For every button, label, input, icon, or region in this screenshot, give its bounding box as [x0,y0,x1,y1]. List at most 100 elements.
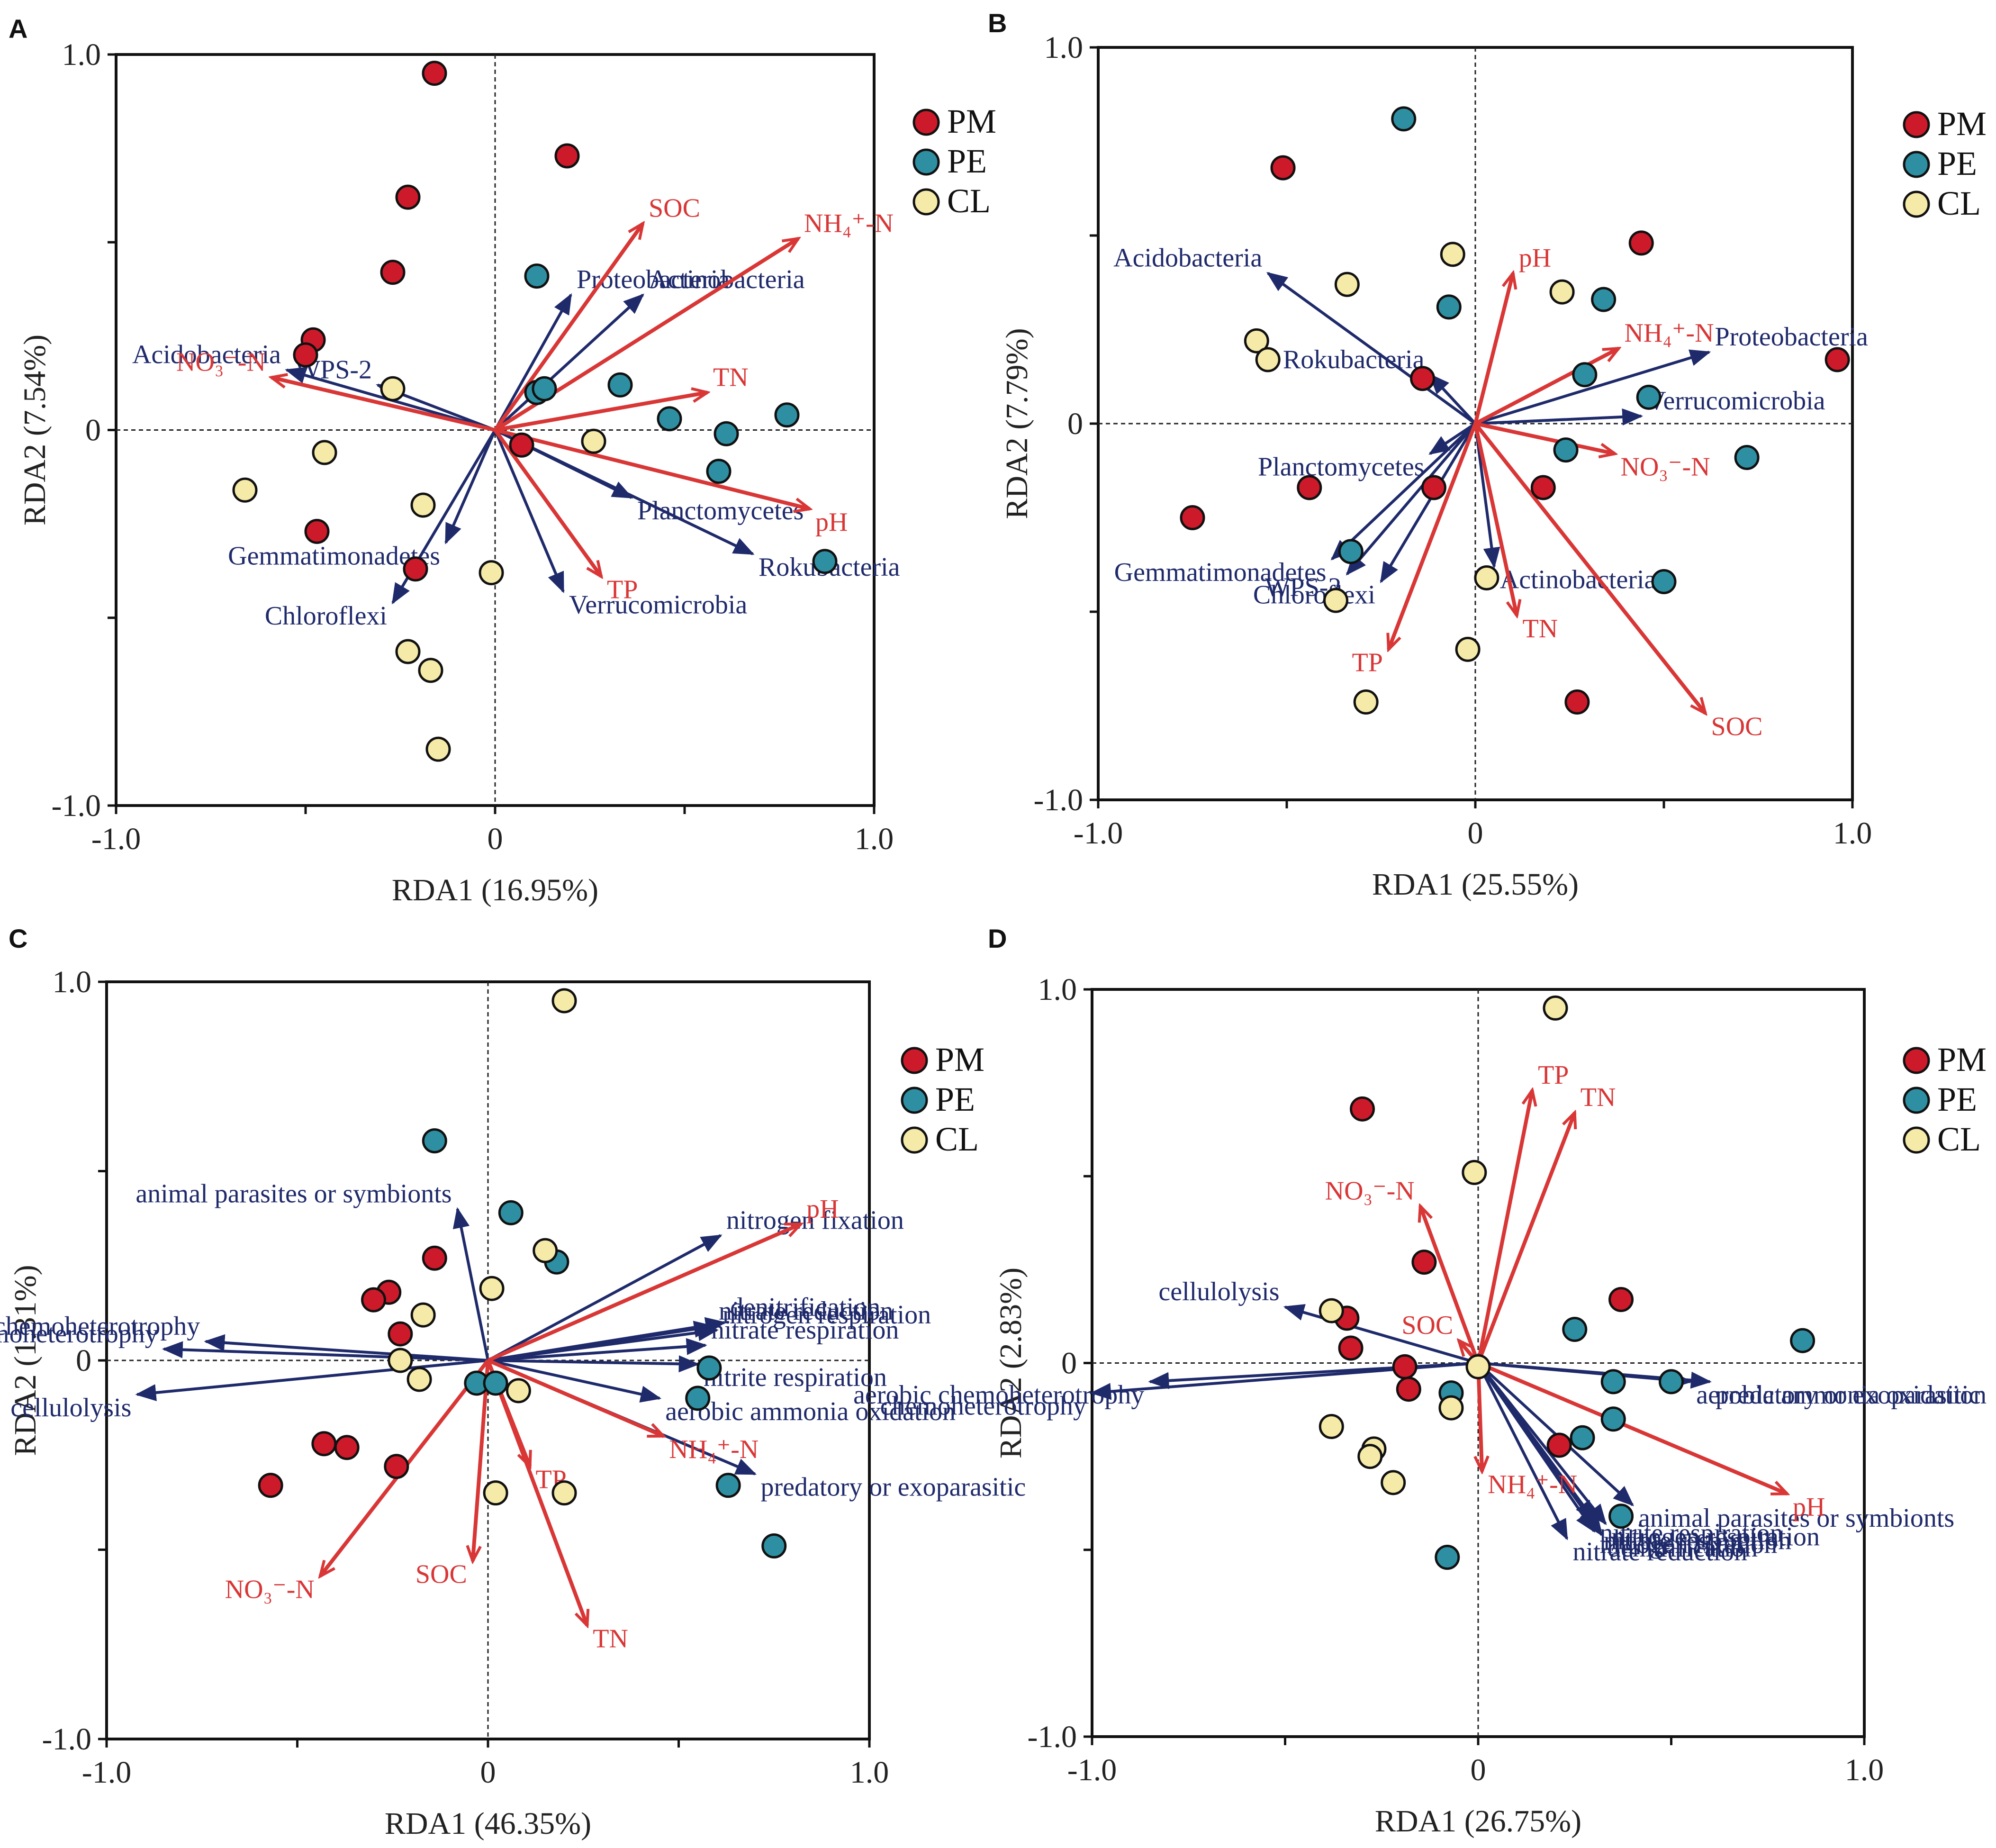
y-tick-label: 0 [76,1343,91,1378]
sample-point-cl [1465,1354,1491,1379]
sample-point-pe [774,402,800,428]
bio-vector-arrow [162,1341,488,1362]
sample-point-cl [1334,272,1360,297]
bio-vector-arrow [488,1355,700,1373]
bio-vector-label: Acidobacteria [1113,243,1262,272]
sample-point-cl [1319,1414,1344,1440]
sample-point-pm [1421,475,1446,500]
env-vector-label: pH [806,1194,839,1223]
bio-vector-label: cellulolysis [1158,1277,1279,1306]
env-vector-arrow [1476,1113,1575,1364]
sample-point-pm [334,1435,360,1460]
bio-vector-arrow [494,428,755,555]
bio-vector-arrow [135,1359,488,1401]
legend-marker-pe [912,148,940,176]
sample-point-cl [418,658,443,683]
sample-point-pe [532,376,557,401]
legend-marker-cl [901,1126,928,1154]
bio-vector-label: Chloroflexi [265,601,387,631]
sample-point-pe [657,406,682,432]
sample-point-pm [1180,505,1205,530]
legend-label-pe: PE [935,1080,975,1118]
env-vector-label: NH₄⁺-N [804,208,894,238]
bio-vector-arrow [1474,423,1500,569]
x-axis-title: RDA1 (46.35%) [385,1806,591,1841]
legend-label-pm: PM [947,102,996,140]
bio-vector-arrow [494,293,572,431]
env-vector-arrow [495,392,707,432]
sample-point-pm [395,184,421,210]
env-vector-label: TP [1352,648,1383,677]
y-tick-label: 1.0 [53,965,92,999]
sample-point-pm [1546,1432,1572,1458]
env-vector-label: pH [1519,243,1551,272]
x-tick-label: 1.0 [850,1755,889,1790]
env-vector-label: NO₃⁻-N [225,1575,315,1604]
bio-vector-label: Proteobacteria [1715,322,1869,352]
bio-vector-label: cellulolysis [10,1393,131,1422]
bio-vector-label: nitrate reduction [719,1296,894,1326]
bio-vector-label: nitrate reduction [1572,1537,1747,1567]
panel-B: B -1.0 0 1.0 1.0 0 -1.0 RDA1 (25.55%) RDA2 (7.79… [988,8,1987,902]
sample-point-cl [312,440,337,465]
sample-point-pm [361,1287,386,1313]
x-tick-label: -1.0 [1074,816,1123,851]
bio-vector-label: nitrate respiration [1604,1526,1792,1555]
sample-point-cl [1381,1470,1406,1495]
bio-vector-label: Rokubacteria [1283,345,1425,374]
sample-point-pm [1392,1354,1418,1379]
legend-marker-pm [912,109,940,136]
sample-point-pe [1659,1369,1684,1395]
env-vector-label: TN [1523,614,1558,643]
sample-point-pm [304,518,330,544]
sample-point-cl [1438,1395,1464,1421]
bio-vector-label: Verrucomicrobia [1647,386,1825,416]
sample-point-cl [1440,242,1465,267]
sample-point-pe [422,1128,447,1154]
sample-point-cl [1474,565,1499,591]
env-vector-arrow [486,1359,587,1625]
bio-vector-label: denitrification [730,1293,880,1322]
sample-point-pm [1350,1096,1375,1122]
bio-vector-label: aerobic chemoheterotrophy [853,1380,1144,1410]
sample-point-pe [1651,569,1677,594]
bio-vector-label: predatory or exoparasitic [1716,1380,1981,1410]
sample-point-pm [1270,155,1296,181]
sample-point-pm [384,1454,409,1479]
bio-vector-arrow [494,429,565,593]
y-tick-label: -1.0 [1034,783,1083,817]
bio-vector-label: aerobic ammonia oxidation [1696,1380,1987,1410]
sample-point-pm [1411,1250,1437,1275]
env-vector-label: NH₄⁺-N [1488,1470,1577,1499]
bio-vector-arrow [1475,349,1711,425]
sample-point-pm [1628,230,1654,256]
bio-vector-arrow [494,293,644,431]
sample-point-pm [311,1431,337,1457]
env-vector-arrow [1474,346,1618,426]
env-vector-label: TP [607,575,638,605]
y-tick-label: 0 [1067,407,1083,441]
sample-point-pm [1338,1335,1364,1361]
legend-label-pm: PM [1937,105,1987,143]
sample-point-pe [1572,362,1598,388]
env-vector-arrow [1473,273,1513,424]
legend-marker-cl [1903,1126,1930,1154]
sample-point-cl [395,639,421,664]
env-vector-label: NO₃⁻-N [1621,453,1710,482]
sample-point-cl [1255,347,1281,372]
panel-letter: D [988,924,1007,953]
sample-point-cl [1357,1444,1383,1469]
env-vector-label: TP [1538,1060,1569,1090]
panel-A: A -1.0 0 1.0 1.0 0 -1.0 RDA1 (16.95%) RDA2 (7.54… [9,14,996,907]
y-axis-title: RDA2 (7.54%) [18,335,52,525]
sample-point-pe [524,263,550,289]
panel-C: C -1.0 0 1.0 1.0 0 -1.0 RDA1 (46.35%) RDA2 (1.31… [0,924,1026,1841]
legend-label-pm: PM [935,1041,984,1078]
env-vector-arrow [271,378,496,432]
sample-point-pe [498,1200,524,1225]
sample-point-pm [1530,475,1556,500]
sample-point-pe [1600,1406,1626,1432]
y-tick-label: -1.0 [52,788,101,823]
bio-vector-label: chemoheterotrophy [0,1319,158,1349]
bio-vector-label: animal parasites or symbionts [1638,1504,1954,1533]
